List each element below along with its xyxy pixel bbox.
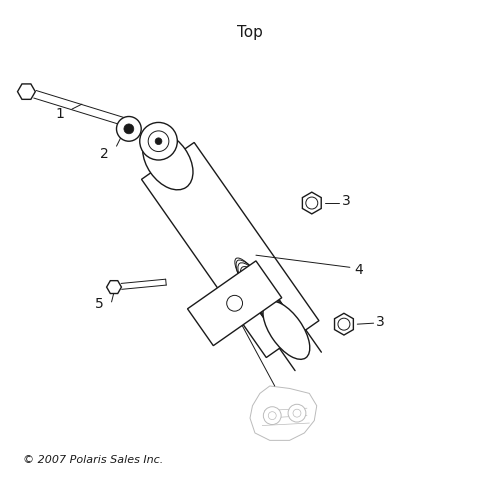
- Text: © 2007 Polaris Sales Inc.: © 2007 Polaris Sales Inc.: [22, 455, 163, 465]
- Circle shape: [226, 296, 242, 311]
- Text: 3: 3: [376, 314, 385, 328]
- Polygon shape: [106, 280, 122, 293]
- Text: 1: 1: [55, 107, 64, 121]
- Circle shape: [124, 124, 134, 134]
- Polygon shape: [18, 84, 36, 100]
- Circle shape: [155, 138, 162, 144]
- Polygon shape: [142, 142, 319, 358]
- Polygon shape: [250, 386, 317, 440]
- Text: 4: 4: [354, 263, 362, 277]
- Circle shape: [264, 406, 281, 424]
- Ellipse shape: [142, 132, 193, 190]
- Circle shape: [140, 122, 177, 160]
- Text: 2: 2: [100, 146, 108, 160]
- Text: 3: 3: [342, 194, 350, 207]
- Polygon shape: [302, 192, 321, 214]
- Circle shape: [288, 404, 306, 422]
- Polygon shape: [334, 314, 353, 335]
- Ellipse shape: [263, 301, 310, 360]
- Polygon shape: [188, 261, 282, 345]
- Text: Top: Top: [237, 25, 263, 40]
- Text: 5: 5: [95, 298, 104, 312]
- Circle shape: [116, 116, 141, 141]
